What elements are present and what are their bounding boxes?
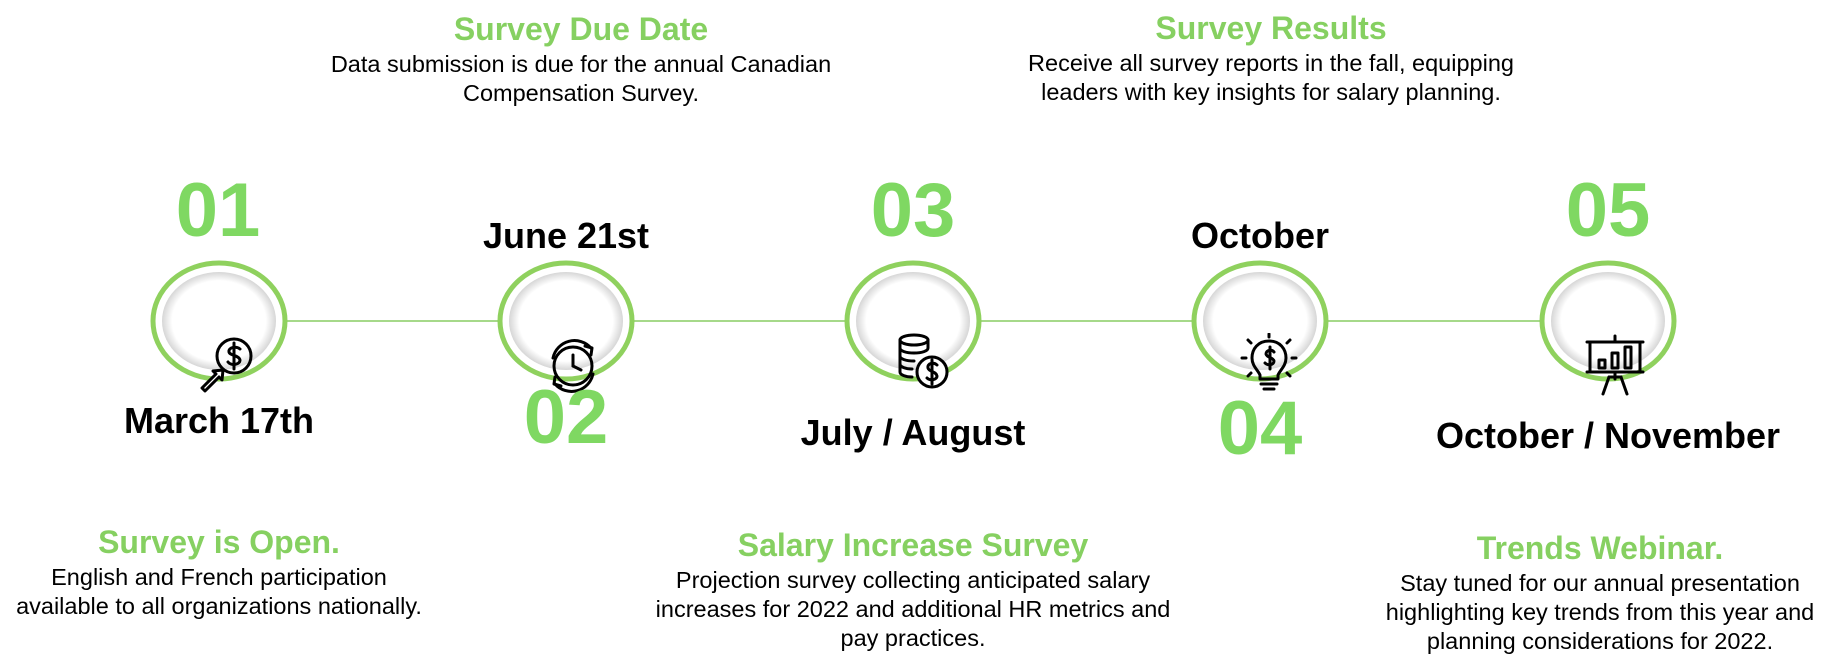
step-ring-02 bbox=[497, 260, 635, 382]
lightbulb-dollar-icon bbox=[1237, 333, 1301, 397]
step-description-01: Survey is Open. English and French parti… bbox=[4, 524, 434, 621]
step-number-04: 04 bbox=[1217, 386, 1303, 471]
step-number-05: 05 bbox=[1565, 168, 1651, 253]
step-description-05: Trends Webinar. Stay tuned for our annua… bbox=[1375, 530, 1825, 656]
step-ring-03 bbox=[844, 260, 982, 382]
step-date-02: June 21st bbox=[482, 215, 650, 256]
step-description-02: Survey Due Date Data submission is due f… bbox=[316, 11, 846, 108]
step-description-03: Salary Increase Survey Projection survey… bbox=[643, 527, 1183, 653]
step-text-04: Receive all survey reports in the fall, … bbox=[1028, 50, 1514, 105]
step-title-01: Survey is Open. bbox=[98, 524, 340, 560]
step-text-02: Data submission is due for the annual Ca… bbox=[330, 51, 832, 106]
step-text-05: Stay tuned for our annual presentation h… bbox=[1385, 570, 1815, 654]
step-title-02: Survey Due Date bbox=[453, 11, 709, 47]
step-text-01: English and French participation availab… bbox=[16, 564, 422, 619]
coins-dollar-icon bbox=[890, 330, 954, 394]
step-title-04: Survey Results bbox=[1155, 10, 1387, 46]
step-date-03: July / August bbox=[800, 412, 1026, 453]
step-date-04: October bbox=[1190, 215, 1330, 256]
step-description-04: Survey Results Receive all survey report… bbox=[1016, 10, 1526, 107]
step-date-01: March 17th bbox=[123, 400, 315, 441]
step-title-03: Salary Increase Survey bbox=[737, 527, 1089, 563]
step-number-01: 01 bbox=[175, 168, 261, 253]
dollar-click-icon bbox=[194, 334, 258, 398]
presentation-board-icon bbox=[1583, 333, 1647, 397]
step-date-05: October / November bbox=[1435, 415, 1781, 456]
step-text-03: Projection survey collecting anticipated… bbox=[655, 567, 1171, 651]
step-number-03: 03 bbox=[870, 168, 956, 253]
step-title-05: Trends Webinar. bbox=[1476, 530, 1724, 566]
step-number-02: 02 bbox=[523, 375, 609, 460]
step-ring-04 bbox=[1191, 260, 1329, 382]
clock-refresh-icon bbox=[541, 334, 605, 398]
